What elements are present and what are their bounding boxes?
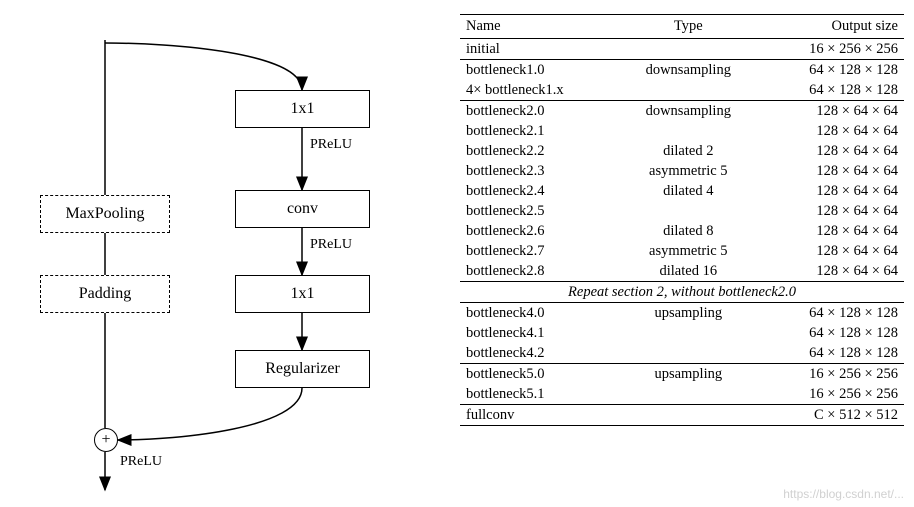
cell-output: 16 × 256 × 256	[759, 384, 904, 405]
table-row: bottleneck4.2 64 × 128 × 128	[460, 343, 904, 364]
cell-type: dilated 4	[618, 181, 758, 201]
table-row: bottleneck2.3asymmetric 5128 × 64 × 64	[460, 161, 904, 181]
table-row: bottleneck2.8dilated 16128 × 64 × 64	[460, 261, 904, 282]
cell-output: 64 × 128 × 128	[759, 303, 904, 324]
cell-type: dilated 2	[618, 141, 758, 161]
prelu-label-1: PReLU	[310, 137, 352, 153]
table-row: bottleneck4.0upsampling64 × 128 × 128	[460, 303, 904, 324]
cell-name: bottleneck5.1	[460, 384, 618, 405]
cell-output: 16 × 256 × 256	[759, 39, 904, 60]
table-row: bottleneck2.6dilated 8128 × 64 × 64	[460, 221, 904, 241]
table-row: bottleneck5.0upsampling16 × 256 × 256	[460, 364, 904, 385]
cell-output: 128 × 64 × 64	[759, 241, 904, 261]
cell-type	[618, 384, 758, 405]
cell-type: dilated 8	[618, 221, 758, 241]
cell-output: 128 × 64 × 64	[759, 121, 904, 141]
flowchart-diagram: MaxPooling Padding 1x1 conv 1x1 Regulari…	[10, 10, 430, 497]
cell-name: bottleneck2.6	[460, 221, 618, 241]
table-body: initial16 × 256 × 256bottleneck1.0downsa…	[460, 39, 904, 426]
conv-box: conv	[235, 190, 370, 228]
cell-name: bottleneck4.2	[460, 343, 618, 364]
cell-type: upsampling	[618, 364, 758, 385]
col-type: Type	[618, 15, 758, 39]
regularizer-box: Regularizer	[235, 350, 370, 388]
cell-type	[618, 201, 758, 221]
col-name: Name	[460, 15, 618, 39]
cell-type	[618, 405, 758, 426]
cell-type	[618, 39, 758, 60]
cell-name: initial	[460, 39, 618, 60]
cell-type: upsampling	[618, 303, 758, 324]
cell-name: bottleneck2.0	[460, 101, 618, 122]
prelu-label-3: PReLU	[120, 454, 162, 470]
cell-output: 16 × 256 × 256	[759, 364, 904, 385]
table-row: bottleneck2.2dilated 2128 × 64 × 64	[460, 141, 904, 161]
table-header-row: Name Type Output size	[460, 15, 904, 39]
table-note-row: Repeat section 2, without bottleneck2.0	[460, 282, 904, 303]
cell-type: downsampling	[618, 101, 758, 122]
table-row: bottleneck4.1 64 × 128 × 128	[460, 323, 904, 343]
cell-name: 4× bottleneck1.x	[460, 80, 618, 101]
cell-type	[618, 121, 758, 141]
cell-type	[618, 343, 758, 364]
cell-type	[618, 323, 758, 343]
cell-type: dilated 16	[618, 261, 758, 282]
cell-output: 128 × 64 × 64	[759, 201, 904, 221]
cell-output: 128 × 64 × 64	[759, 161, 904, 181]
table-row: bottleneck1.0downsampling64 × 128 × 128	[460, 60, 904, 81]
table-row: bottleneck2.0downsampling128 × 64 × 64	[460, 101, 904, 122]
cell-output: 64 × 128 × 128	[759, 343, 904, 364]
table-note: Repeat section 2, without bottleneck2.0	[460, 282, 904, 303]
table-row: bottleneck2.4dilated 4128 × 64 × 64	[460, 181, 904, 201]
cell-type: asymmetric 5	[618, 241, 758, 261]
cell-name: fullconv	[460, 405, 618, 426]
arch-table-container: Name Type Output size initial 16 × 256 × …	[460, 10, 904, 497]
cell-output: 128 × 64 × 64	[759, 101, 904, 122]
cell-name: bottleneck1.0	[460, 60, 618, 81]
cell-output: 64 × 128 × 128	[759, 60, 904, 81]
table-row: 4× bottleneck1.x 64 × 128 × 128	[460, 80, 904, 101]
cell-output: 128 × 64 × 64	[759, 261, 904, 282]
cell-type	[618, 80, 758, 101]
add-node: +	[94, 428, 118, 452]
padding-box: Padding	[40, 275, 170, 313]
cell-name: bottleneck2.8	[460, 261, 618, 282]
cell-name: bottleneck2.5	[460, 201, 618, 221]
table-row: fullconv C × 512 × 512	[460, 405, 904, 426]
col-output: Output size	[759, 15, 904, 39]
cell-name: bottleneck2.4	[460, 181, 618, 201]
cell-type: downsampling	[618, 60, 758, 81]
prelu-label-2: PReLU	[310, 237, 352, 253]
cell-output: C × 512 × 512	[759, 405, 904, 426]
cell-name: bottleneck4.0	[460, 303, 618, 324]
cell-name: bottleneck2.3	[460, 161, 618, 181]
cell-output: 128 × 64 × 64	[759, 181, 904, 201]
cell-name: bottleneck5.0	[460, 364, 618, 385]
cell-name: bottleneck4.1	[460, 323, 618, 343]
table-row: bottleneck2.7asymmetric 5128 × 64 × 64	[460, 241, 904, 261]
cell-type: asymmetric 5	[618, 161, 758, 181]
cell-output: 64 × 128 × 128	[759, 80, 904, 101]
maxpool-box: MaxPooling	[40, 195, 170, 233]
cell-name: bottleneck2.7	[460, 241, 618, 261]
table-row: initial 16 × 256 × 256	[460, 39, 904, 60]
watermark-text: https://blog.csdn.net/...	[783, 487, 904, 501]
cell-output: 128 × 64 × 64	[759, 141, 904, 161]
table-row: bottleneck2.5 128 × 64 × 64	[460, 201, 904, 221]
conv1x1-bottom-box: 1x1	[235, 275, 370, 313]
table-row: bottleneck5.1 16 × 256 × 256	[460, 384, 904, 405]
cell-name: bottleneck2.2	[460, 141, 618, 161]
arch-table: Name Type Output size initial 16 × 256 × …	[460, 14, 904, 426]
cell-output: 64 × 128 × 128	[759, 323, 904, 343]
flow-edges	[10, 10, 430, 497]
cell-output: 128 × 64 × 64	[759, 221, 904, 241]
table-row: bottleneck2.1 128 × 64 × 64	[460, 121, 904, 141]
conv1x1-top-box: 1x1	[235, 90, 370, 128]
cell-name: bottleneck2.1	[460, 121, 618, 141]
